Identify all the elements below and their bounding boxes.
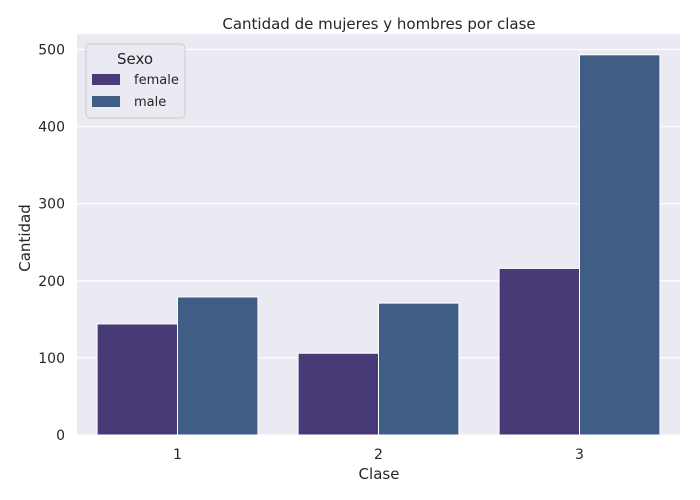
x-axis-ticks: 1 2 3 — [173, 447, 584, 463]
legend-label-female: female — [134, 73, 179, 88]
legend-title: Sexo — [117, 50, 153, 68]
bar-female-clase-3 — [498, 267, 581, 436]
bar-female-clase-2 — [297, 352, 380, 436]
y-tick-label-200: 200 — [38, 274, 65, 290]
legend: Sexo female male — [85, 43, 186, 119]
y-tick-label-500: 500 — [38, 42, 65, 58]
y-axis-label: Cantidad — [16, 204, 34, 271]
bar-male-clase-3 — [579, 54, 661, 436]
x-tick-label-3: 3 — [575, 447, 584, 463]
x-tick-label-1: 1 — [173, 447, 182, 463]
chart-title: Cantidad de mujeres y hombres por clase — [222, 15, 535, 33]
x-axis-label: Clase — [359, 465, 400, 483]
legend-swatch-female — [92, 74, 120, 85]
bars — [96, 54, 661, 436]
bar-female-clase-1 — [96, 323, 178, 436]
y-axis-ticks: 0 100 200 300 400 500 — [38, 42, 65, 444]
y-tick-label-300: 300 — [38, 197, 65, 213]
x-tick-label-2: 2 — [374, 447, 383, 463]
y-tick-label-400: 400 — [38, 120, 65, 136]
legend-swatch-male — [92, 96, 120, 107]
bar-male-clase-2 — [378, 302, 460, 436]
y-tick-label-0: 0 — [56, 428, 65, 444]
bar-male-clase-1 — [177, 296, 259, 436]
legend-label-male: male — [134, 95, 166, 110]
y-tick-label-100: 100 — [38, 351, 65, 367]
